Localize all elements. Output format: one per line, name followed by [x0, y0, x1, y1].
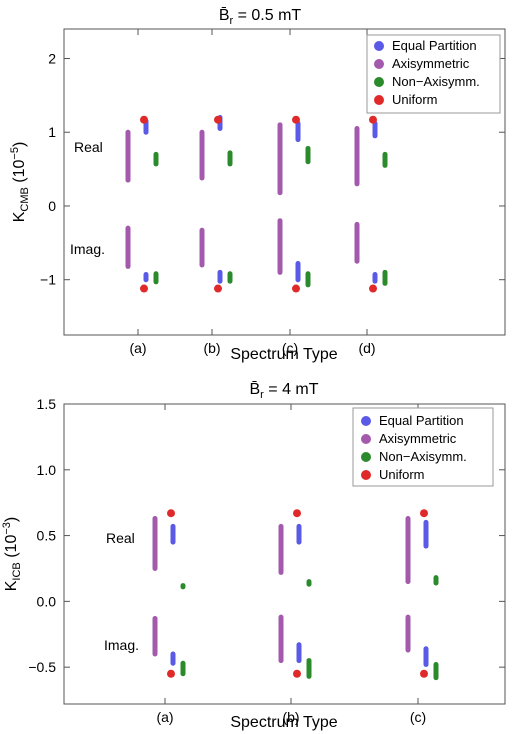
y-axis-label: KCMB (10−5) — [9, 142, 31, 223]
point-uniform-real — [214, 115, 222, 124]
legend-marker-axisymmetric — [361, 434, 371, 444]
x-tick-label: (c) — [410, 709, 426, 725]
y-tick-label: 1.0 — [37, 462, 57, 478]
data-marks — [152, 509, 439, 681]
legend-box — [352, 407, 494, 487]
point-uniform-real — [140, 115, 148, 124]
y-tick-label: 0.5 — [37, 528, 57, 544]
y-axis: 2 1 0 −1 — [40, 50, 505, 288]
x-axis: (a) (b) (c) — [156, 404, 426, 725]
point-uniform-imag — [293, 669, 301, 678]
y-tick-label: −0.5 — [28, 659, 56, 675]
legend-label-equal-partition: Equal Partition — [379, 413, 464, 428]
legend-label-axisymmetric: Axisymmetric — [379, 431, 457, 446]
legend-label-non-axisymm: Non−Axisymm. — [392, 74, 480, 89]
x-tick-label: (d) — [358, 340, 375, 356]
point-uniform-imag — [167, 669, 175, 678]
legend-marker-axisymmetric — [374, 59, 384, 69]
y-tick-label: 1 — [48, 124, 56, 140]
legend-label-equal-partition: Equal Partition — [392, 38, 477, 53]
plot-frame — [63, 28, 506, 336]
y-axis-label: KICB (10−3) — [1, 517, 23, 591]
annotation-real: Real — [106, 530, 135, 546]
legend-marker-non-axisymm — [374, 77, 384, 87]
point-uniform-imag — [420, 669, 428, 678]
chart-panel-top: B̄r = 0.5 mT 2 1 0 −1 (a) (b) (c) (d) KCMB (10… — [9, 7, 506, 363]
point-uniform-real — [293, 509, 301, 518]
x-tick-label: (c) — [282, 340, 298, 356]
point-uniform-real — [292, 115, 300, 124]
point-uniform-real — [369, 115, 377, 124]
legend-label-uniform: Uniform — [392, 92, 438, 107]
annotation-imag: Imag. — [104, 637, 139, 653]
data-marks — [125, 114, 388, 293]
y-tick-label: 0.0 — [37, 593, 57, 609]
legend-marker-non-axisymm — [361, 452, 371, 462]
point-uniform-imag — [214, 284, 222, 293]
point-uniform-real — [167, 509, 175, 518]
x-tick-label: (a) — [156, 709, 173, 725]
legend: Equal Partition Axisymmetric Non−Axisymm… — [352, 407, 494, 487]
y-tick-label: −1 — [40, 272, 56, 288]
legend-box — [366, 34, 501, 114]
legend-marker-uniform — [374, 95, 384, 105]
y-tick-label: 0 — [48, 198, 56, 214]
y-tick-label: 2 — [48, 50, 56, 66]
y-axis: 1.5 1.0 0.5 0.0 −0.5 — [28, 396, 505, 675]
legend-marker-equal-partition — [361, 416, 371, 426]
legend-label-uniform: Uniform — [379, 467, 425, 482]
point-uniform-real — [420, 509, 428, 518]
x-axis-label: Spectrum Type — [230, 714, 337, 731]
legend-label-axisymmetric: Axisymmetric — [392, 56, 470, 71]
plot-frame — [63, 403, 506, 705]
x-tick-label: (b) — [203, 340, 220, 356]
x-axis-label: Spectrum Type — [230, 346, 337, 363]
legend: Equal Partition Axisymmetric Non−Axisymm… — [366, 34, 501, 114]
point-uniform-imag — [369, 284, 377, 293]
legend-marker-uniform — [361, 470, 371, 480]
x-tick-label: (a) — [129, 340, 146, 356]
chart-title: B̄r = 0.5 mT — [219, 7, 302, 27]
chart-panel-bottom: B̄r = 4 mT 1.5 1.0 0.5 0.0 −0.5 (a) (b) (c) KI… — [1, 381, 506, 731]
legend-marker-equal-partition — [374, 41, 384, 51]
x-tick-label: (b) — [282, 709, 299, 725]
point-uniform-imag — [292, 284, 300, 293]
legend-label-non-axisymm: Non−Axisymm. — [379, 449, 467, 464]
annotation-imag: Imag. — [70, 241, 105, 257]
point-uniform-imag — [140, 284, 148, 293]
chart-title: B̄r = 4 mT — [249, 381, 318, 401]
annotation-real: Real — [74, 139, 103, 155]
y-tick-label: 1.5 — [37, 396, 57, 412]
x-axis: (a) (b) (c) (d) — [129, 29, 376, 356]
